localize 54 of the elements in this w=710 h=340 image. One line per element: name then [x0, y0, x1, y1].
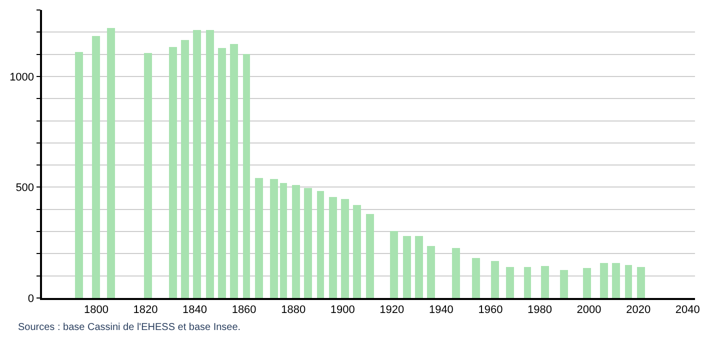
y-tick-label: 1000	[10, 71, 34, 84]
bar	[181, 40, 189, 298]
bar	[107, 28, 115, 298]
bar	[472, 258, 480, 298]
bar	[600, 263, 608, 298]
bar	[280, 183, 287, 298]
bar	[304, 188, 312, 298]
bar	[169, 47, 177, 298]
x-tick-label: 1980	[528, 304, 552, 316]
bar	[506, 267, 514, 298]
bar	[193, 30, 201, 298]
x-tick-label: 1900	[330, 304, 355, 316]
source-note: Sources : base Cassini de l'EHESS et base Insee.	[18, 322, 241, 333]
bar	[390, 231, 398, 298]
bar	[415, 236, 423, 298]
bar	[75, 52, 83, 298]
bar	[637, 267, 645, 298]
x-tick-label: 1880	[281, 304, 306, 316]
bar	[206, 30, 214, 298]
bar	[218, 48, 226, 298]
x-tick-label: 1840	[182, 304, 208, 316]
x-tick-label: 1800	[84, 304, 108, 316]
bar	[612, 263, 620, 298]
bar	[491, 261, 499, 298]
x-tick-label: 2000	[576, 304, 602, 316]
y-tick-label: 500	[16, 182, 34, 194]
x-tick-label: 2020	[626, 304, 651, 316]
bar	[317, 191, 324, 298]
bar	[243, 54, 250, 298]
x-tick-label: 1960	[478, 304, 503, 316]
bar	[255, 178, 263, 298]
bar	[524, 267, 531, 298]
bar	[292, 185, 300, 298]
bar	[230, 44, 238, 298]
y-tick-label: 0	[28, 292, 34, 305]
bar	[353, 205, 361, 298]
bar	[403, 236, 411, 298]
bar	[560, 270, 568, 298]
bar	[452, 248, 460, 298]
x-tick-label: 1820	[133, 304, 158, 316]
bar	[144, 53, 152, 298]
bar	[427, 246, 435, 298]
bar	[625, 265, 632, 298]
bar	[329, 197, 337, 298]
bar	[341, 199, 349, 298]
bar	[92, 36, 100, 298]
bar	[541, 266, 549, 298]
bar	[583, 268, 591, 298]
x-tick-label: 1860	[232, 304, 256, 316]
x-tick-label: 1940	[428, 304, 454, 316]
x-tick-label: 1920	[380, 304, 404, 316]
bar	[366, 214, 374, 298]
x-tick-label: 2040	[675, 304, 700, 316]
bar	[270, 179, 278, 298]
